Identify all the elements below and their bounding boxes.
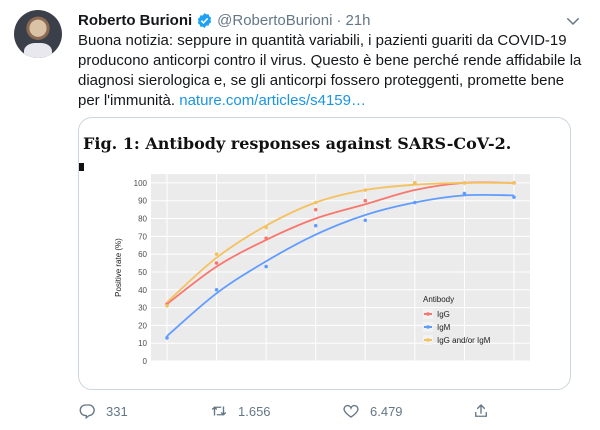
data-point — [264, 225, 268, 230]
like-button[interactable]: 6.479 — [342, 400, 403, 422]
data-point — [512, 181, 516, 185]
y-tick-label: 50 — [138, 268, 147, 277]
data-point — [462, 181, 467, 185]
like-icon — [343, 404, 359, 418]
avatar[interactable] — [14, 10, 62, 58]
tweet-text-line: diagnosi sierologica e, se gli anticorpi… — [78, 72, 565, 89]
legend-key-point — [426, 312, 430, 316]
y-tick-label: 40 — [138, 286, 147, 295]
legend-entry-label: IgG and/or IgM — [437, 336, 491, 345]
y-tick-label: 70 — [138, 232, 147, 241]
tweet-text-line: Buona notizia: seppure in quantità varia… — [78, 32, 567, 49]
data-point — [313, 207, 318, 212]
series-line-igg-and-or-igm — [166, 181, 515, 303]
data-point — [165, 303, 169, 308]
tweet-text-last: per l'immunità. — [78, 92, 180, 109]
figure-title: Fig. 1: Antibody responses against SARS-… — [83, 134, 512, 153]
data-point — [363, 188, 368, 192]
y-tick-label: 30 — [138, 304, 147, 313]
antibody-chart: 0 10 20 30 40 50 60 70 80 90 100 Positive rate (%) A… — [114, 174, 530, 366]
tweet-text-line: producono anticorpi contro il virus. Que… — [78, 52, 582, 69]
data-point — [363, 198, 368, 203]
tweet-media-image[interactable]: Fig. 1: Antibody responses against SARS-… — [78, 117, 571, 390]
reply-count: 331 — [106, 403, 128, 419]
author-handle[interactable]: @RobertoBurioni — [217, 11, 333, 29]
data-point — [363, 218, 368, 223]
data-point — [313, 200, 318, 205]
chevron-down-icon[interactable] — [564, 12, 582, 30]
share-button[interactable] — [472, 400, 500, 422]
legend-title: Antibody — [423, 295, 454, 304]
series-line-igm — [166, 193, 515, 337]
tweet-header: Roberto Burioni @RobertoBurioni · 21h — [78, 10, 586, 30]
data-point — [264, 236, 268, 240]
plot-panel — [151, 174, 530, 361]
data-point — [165, 336, 169, 340]
share-icon — [475, 404, 487, 417]
data-point — [413, 200, 417, 205]
y-tick-label: 20 — [138, 321, 147, 330]
tweet-actions: 331 1.656 6.479 — [78, 400, 584, 422]
y-tick-label: 80 — [138, 215, 147, 224]
author-name[interactable]: Roberto Burioni — [78, 11, 193, 29]
figure-panel-mark — [79, 163, 84, 171]
y-axis-label: Positive rate (%) — [114, 238, 123, 297]
y-tick-label: 100 — [134, 179, 148, 188]
article-link[interactable]: nature.com/articles/s4159… — [179, 92, 366, 109]
y-tick-label: 60 — [138, 250, 147, 259]
reply-icon — [79, 404, 95, 420]
reply-button[interactable]: 331 — [78, 400, 128, 422]
tweet-text: Buona notizia: seppure in quantità varia… — [78, 31, 584, 111]
retweet-count: 1.656 — [238, 403, 271, 419]
legend-key-point — [426, 338, 430, 342]
y-tick-label: 0 — [143, 357, 148, 366]
tweet-timestamp[interactable]: 21h — [345, 11, 371, 29]
legend-entry-label: IgM — [437, 323, 451, 332]
data-point — [264, 264, 268, 269]
data-point — [413, 181, 417, 185]
data-point — [313, 223, 318, 228]
y-tick-label: 10 — [138, 339, 147, 348]
data-point — [512, 195, 516, 199]
y-tick-label: 90 — [138, 197, 147, 206]
data-point — [214, 252, 219, 256]
data-point — [214, 261, 219, 265]
tweet-text-line: per l'immunità. nature.com/articles/s415… — [78, 91, 584, 111]
data-point — [214, 287, 219, 292]
data-point — [462, 191, 467, 196]
retweet-button[interactable]: 1.656 — [210, 400, 271, 422]
legend-entry-label: IgG — [437, 310, 450, 319]
legend-key-point — [426, 325, 430, 329]
like-count: 6.479 — [370, 403, 403, 419]
retweet-icon — [211, 406, 227, 416]
verified-badge-icon — [196, 12, 213, 29]
separator-dot: · — [336, 11, 342, 29]
